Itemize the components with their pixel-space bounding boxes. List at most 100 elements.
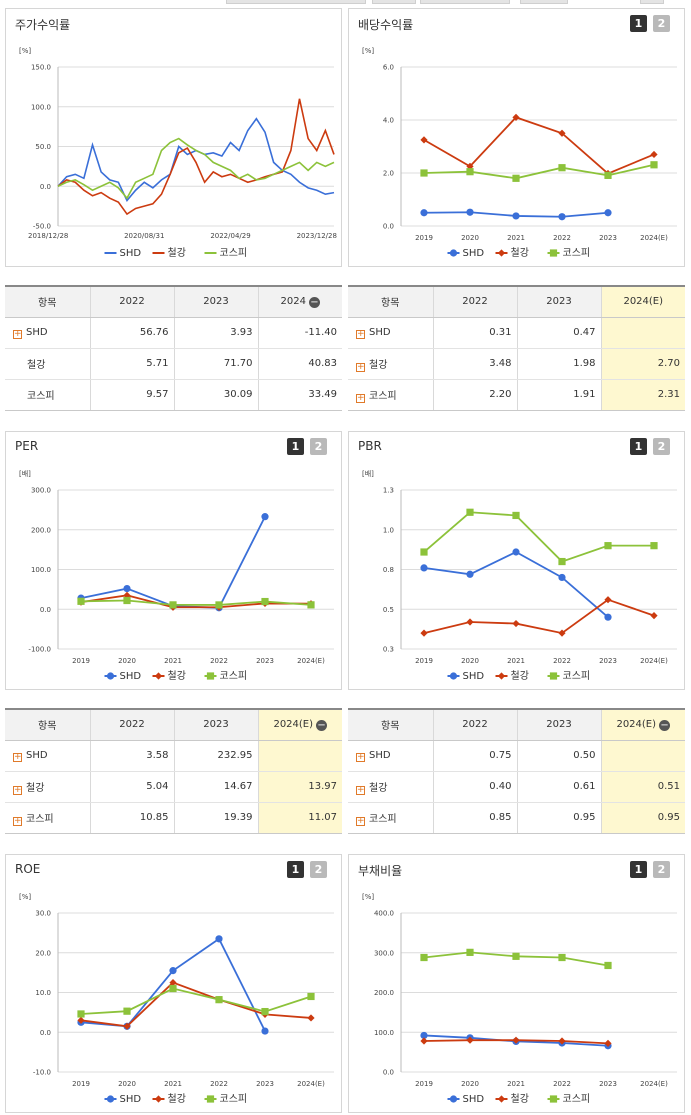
collapse-icon[interactable]: − (659, 719, 671, 731)
chart-title: 주가수익률 (15, 18, 71, 32)
legend-marker (549, 672, 558, 680)
data-point (558, 164, 566, 172)
legend-marker (154, 1095, 163, 1103)
data-point (169, 601, 177, 609)
row-label: + 코스피 (356, 390, 397, 403)
chart-svg: [배] 300.0 200.0 100.0 0.0 -100.0 2019 2020 2021 2… (19, 469, 334, 682)
expand-icon[interactable]: + (356, 815, 365, 826)
data-point (123, 584, 131, 593)
y-tick-label: 1.0 (383, 526, 394, 534)
expand-icon[interactable]: + (356, 392, 365, 403)
series-steel (77, 978, 315, 1030)
legend-label: SHD (120, 248, 142, 259)
legend-marker (206, 672, 215, 680)
table-cell: 2.70 (600, 348, 685, 380)
data-point (466, 508, 474, 516)
y-tick-label: 200.0 (31, 526, 51, 534)
expand-icon[interactable]: + (356, 361, 365, 372)
collapse-icon[interactable]: − (308, 296, 320, 308)
data-point (420, 564, 428, 572)
data-point (466, 168, 474, 176)
x-tick-label: 2023/12/28 (297, 232, 337, 240)
y-tick-label: 300.0 (374, 949, 394, 957)
table-header-row: 항목 2022 2023 2024(E) (348, 287, 685, 318)
x-tick-label: 2022 (210, 657, 228, 665)
table-cell: 232.95 (173, 740, 258, 772)
table-cell: 3.58 (89, 740, 174, 772)
data-point (307, 1014, 315, 1022)
expand-icon[interactable]: + (13, 784, 22, 795)
y-unit-label: [배] (19, 469, 31, 478)
period-button-1[interactable]: 1 (630, 15, 647, 32)
data-point (512, 511, 520, 520)
period-button-2[interactable]: 2 (653, 861, 670, 878)
series-line (57, 117, 335, 203)
chart-title: PER (15, 439, 39, 453)
y-tick-label: 0.0 (40, 183, 51, 191)
y-tick-label: 4.0 (383, 117, 394, 125)
table-cell (600, 740, 685, 772)
legend-label: 철강 (511, 1093, 529, 1105)
table-row: + SHD 56.76 3.93 -11.40 (5, 317, 342, 349)
legend-marker (106, 672, 115, 680)
table-cell: 0.31 (432, 317, 517, 349)
period-button-1[interactable]: 1 (630, 438, 647, 455)
chart-svg: [배] 1.3 1.0 0.8 0.5 0.3 2019 2020 2021 2022 2023 20… (362, 469, 677, 682)
x-tick-label: 2020 (118, 1080, 136, 1088)
x-tick-label: 2018/12/28 (28, 232, 68, 240)
period-button-2[interactable]: 2 (653, 15, 670, 32)
x-tick-label: 2022 (553, 657, 571, 665)
y-tick-label: 0.0 (40, 606, 51, 614)
period-button-2[interactable]: 2 (653, 438, 670, 455)
period-button-2[interactable]: 2 (310, 438, 327, 455)
collapse-icon[interactable]: − (316, 719, 328, 731)
table-per: 항목 2022 2023 2024(E) − + SHD 3.58 232.95 + 철강 5.04 1… (5, 708, 342, 834)
x-tick-label: 2020 (461, 1080, 479, 1088)
series-kospi (57, 137, 335, 200)
expand-icon[interactable]: + (356, 784, 365, 795)
series-kospi (420, 161, 658, 182)
data-point (466, 162, 474, 170)
data-table: 항목 2022 2023 2024− + SHD 56.76 3.93 -11.40 철강 5.71… (5, 287, 342, 410)
x-tick-label: 2024(E) (640, 234, 668, 242)
table-header-row: 항목 2022 2023 2024(E) − (5, 710, 342, 741)
chart-title: ROE (15, 862, 41, 876)
chart-svg: [%] 400.0 300.0 200.0 100.0 0.0 2019 2020 2021 20… (362, 893, 677, 1105)
expand-icon[interactable]: + (13, 815, 22, 826)
period-button-2[interactable]: 2 (310, 861, 327, 878)
legend-label: 코스피 (220, 1093, 248, 1105)
data-point (512, 113, 520, 121)
table-stock-return: 항목 2022 2023 2024− + SHD 56.76 3.93 -11.40 철강 5.71… (5, 285, 342, 411)
legend-label: SHD (463, 248, 485, 259)
table-row: + SHD 0.75 0.50 (348, 740, 685, 772)
expand-icon[interactable]: + (13, 751, 22, 762)
period-button-1[interactable]: 1 (287, 861, 304, 878)
table-row: 철강 5.71 71.70 40.83 (5, 348, 342, 380)
data-point (466, 948, 474, 956)
y-tick-label: -10.0 (33, 1069, 51, 1077)
column-header: 2022 (432, 287, 517, 318)
expand-icon[interactable]: + (13, 328, 22, 339)
y-tick-label: 0.8 (383, 566, 394, 574)
top-tab-strip (0, 0, 691, 6)
data-point (420, 629, 428, 637)
x-tick-label: 2019 (415, 234, 433, 242)
column-header: 2022 (89, 287, 174, 318)
table-cell: 11.07 (257, 802, 342, 833)
table-cell: 0.95 (516, 802, 601, 833)
x-tick-label: 2023 (256, 1080, 274, 1088)
period-button-1[interactable]: 1 (630, 861, 647, 878)
period-button-1[interactable]: 1 (287, 438, 304, 455)
row-label: + 코스피 (356, 813, 397, 826)
column-header: 2023 (173, 287, 258, 318)
data-point (420, 548, 428, 556)
expand-icon[interactable]: + (356, 751, 365, 762)
y-tick-label: 100.0 (374, 1029, 394, 1037)
panel-stock-return: 주가수익률 [%] 150.0 100.0 50.0 0.0 -50.0 2018/12/28… (5, 8, 342, 267)
table-cell: -11.40 (257, 317, 342, 349)
y-unit-label: [%] (362, 47, 374, 55)
data-point (215, 601, 223, 609)
expand-icon[interactable]: + (356, 328, 365, 339)
table-cell: 71.70 (173, 348, 258, 380)
series-line (57, 98, 335, 216)
